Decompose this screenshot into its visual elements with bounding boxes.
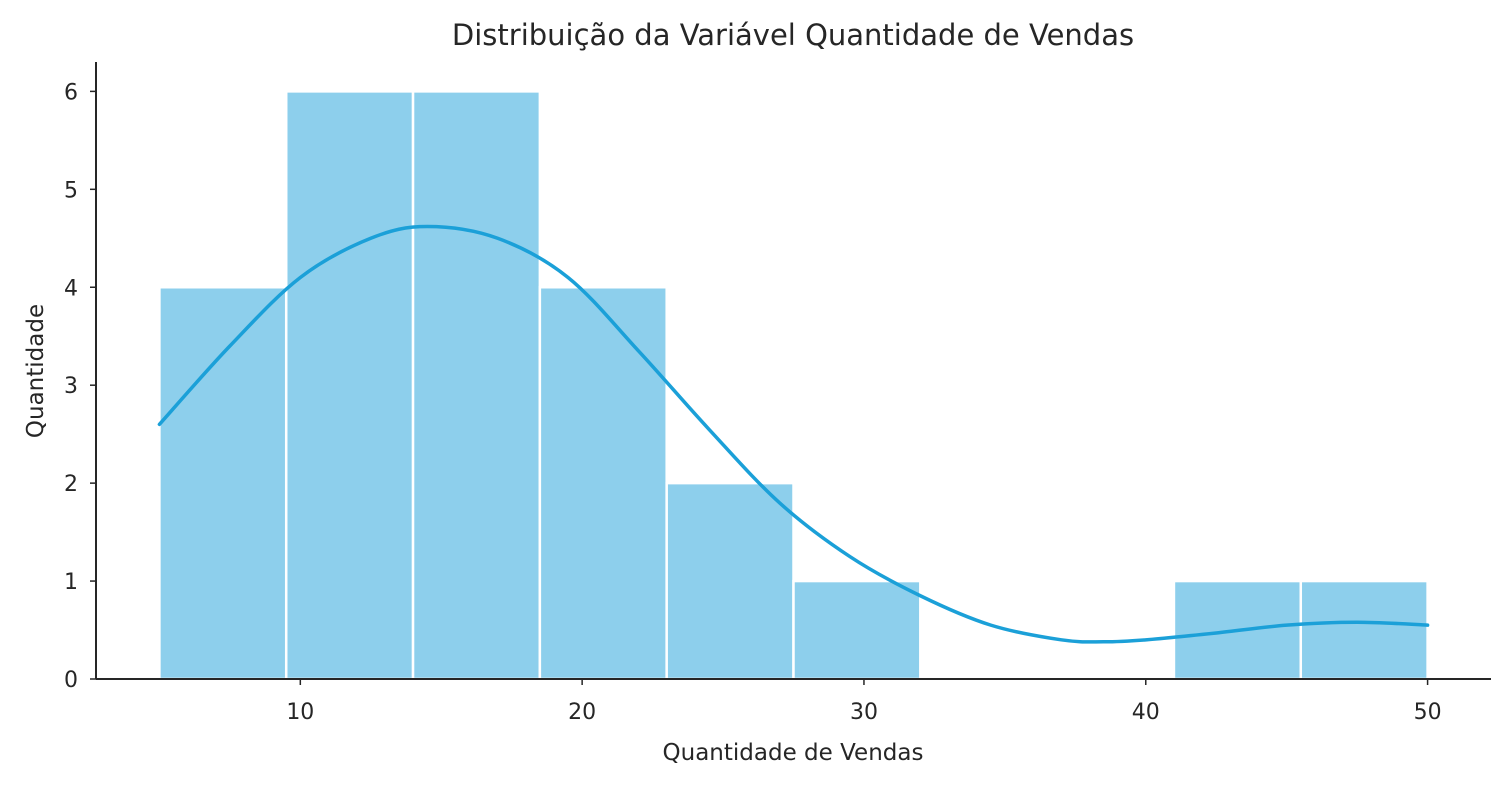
x-axis-label: Quantidade de Vendas (663, 740, 924, 766)
x-tick-label-10: 10 (286, 700, 314, 725)
y-axis-label: Quantidade (23, 304, 49, 438)
x-tick-label-50: 50 (1414, 700, 1442, 725)
histogram-bars (158, 90, 1429, 681)
x-tick-label-40: 40 (1132, 700, 1160, 725)
histogram-bar-5 (792, 579, 922, 681)
y-tick-label-2: 2 (64, 472, 78, 497)
y-tick-label-4: 4 (64, 276, 78, 301)
y-tick-label-6: 6 (64, 80, 78, 105)
histogram-bar-0 (158, 286, 288, 681)
kde-curve (157, 224, 1430, 644)
y-tick-label-0: 0 (64, 668, 78, 693)
histogram-bar-1 (284, 90, 415, 681)
histogram-bar-9 (1299, 579, 1429, 681)
kde-curve-layer (157, 224, 1430, 644)
x-axis-ticks: 10 20 30 40 50 (286, 679, 1442, 725)
histogram-bar-2 (411, 90, 542, 681)
y-tick-label-5: 5 (64, 178, 78, 203)
histogram-bar-3 (538, 286, 668, 681)
histogram-bar-4 (665, 481, 795, 681)
y-axis-ticks: 0 1 2 3 4 5 6 (64, 80, 96, 693)
y-tick-label-3: 3 (64, 374, 78, 399)
chart-title: Distribuição da Variável Quantidade de V… (452, 18, 1134, 52)
x-tick-label-30: 30 (850, 700, 878, 725)
y-tick-label-1: 1 (64, 570, 78, 595)
x-tick-label-20: 20 (568, 700, 596, 725)
